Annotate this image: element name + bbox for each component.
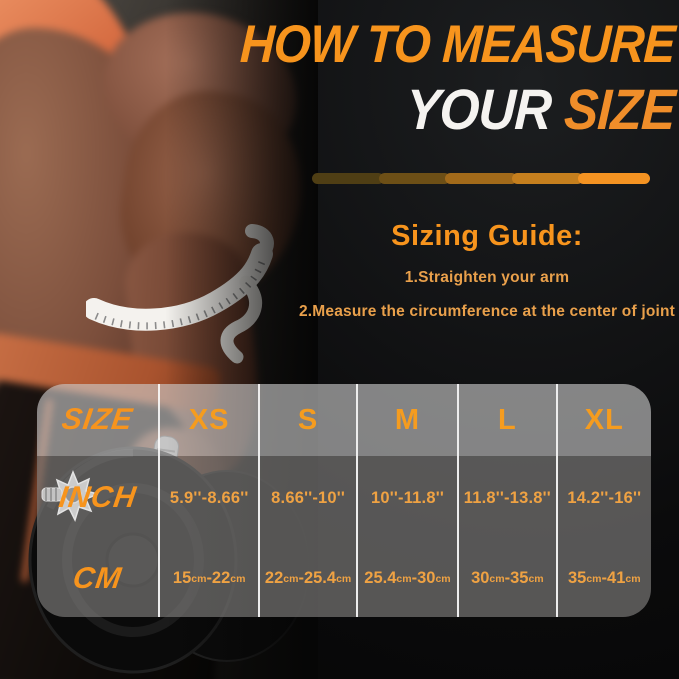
headline: HOW TO MEASURE YOUR SIZE	[192, 15, 677, 142]
sizing-guide: Sizing Guide: 1.Straighten your arm 2.Me…	[295, 220, 679, 321]
size-table: SIZE INCH CM XS 5.9''-8.66''	[37, 384, 651, 617]
divider-segment	[511, 172, 584, 184]
divider-bar	[312, 172, 650, 184]
headline-line2: YOUR SIZE	[239, 78, 676, 142]
divider-segment	[378, 172, 451, 184]
size-label-s: S	[297, 403, 319, 436]
sizing-guide-heading: Sizing Guide:	[391, 220, 583, 252]
size-column-m: M 10''-11.8'' 25.4 cm -30 cm	[355, 384, 458, 617]
divider-segment	[578, 172, 650, 184]
headline-line1: HOW TO MEASURE	[239, 15, 677, 74]
table-label-column: SIZE INCH CM	[37, 384, 158, 617]
size-label-xs: XS	[188, 403, 230, 436]
inch-row-label: INCH	[56, 481, 139, 514]
inch-range-s: 8.66''-10''	[260, 456, 356, 540]
cm-range-m: 25.4 cm -30 cm	[357, 540, 458, 617]
inch-row-header: INCH	[37, 456, 158, 540]
cm-row-header: CM	[37, 540, 158, 617]
inch-range-xs: 5.9''-8.66''	[160, 456, 259, 540]
size-column-l: L 11.8''-13.8'' 30 cm -35 cm	[457, 384, 556, 617]
cm-range-l: 30 cm -35 cm	[459, 540, 556, 617]
cm-range-xs: 15 cm -22 cm	[160, 540, 259, 617]
divider-segment	[312, 172, 384, 184]
size-label-l: L	[498, 403, 517, 436]
sizing-guide-step-1: 1.Straighten your arm	[404, 269, 570, 286]
inch-range-xl: 14.2''-16''	[557, 456, 651, 540]
cm-row-label: CM	[70, 561, 125, 595]
headline-size: SIZE	[563, 78, 677, 142]
size-column-s: S 8.66''-10'' 22 cm -25.4 cm	[258, 384, 356, 617]
spring-collar-icon	[40, 464, 101, 531]
size-label-m: M	[394, 403, 421, 436]
table-corner-header: SIZE	[37, 384, 158, 456]
inch-range-m: 10''-11.8''	[357, 456, 458, 540]
size-column-xs: XS 5.9''-8.66'' 15 cm -22 cm	[158, 384, 259, 617]
divider-segment	[445, 172, 517, 184]
size-label-xl: XL	[584, 403, 624, 436]
cm-range-xl: 35 cm -41 cm	[557, 540, 651, 617]
sizing-guide-step-2: 2.Measure the circumference at the cente…	[298, 303, 676, 320]
cm-range-s: 22 cm -25.4 cm	[260, 540, 356, 617]
size-column-xl: XL 14.2''-16'' 35 cm -41 cm	[555, 384, 651, 617]
inch-range-l: 11.8''-13.8''	[459, 456, 556, 540]
size-row-label: SIZE	[59, 403, 136, 436]
headline-your: YOUR	[405, 78, 567, 142]
